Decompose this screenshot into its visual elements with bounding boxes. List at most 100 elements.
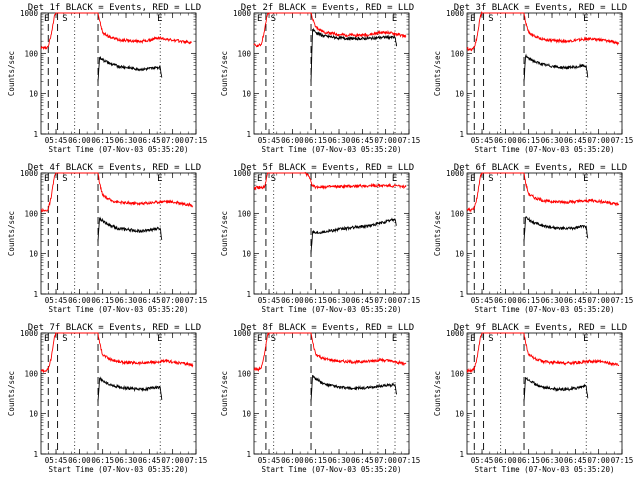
- y-tick-label: 100: [237, 49, 251, 58]
- events-series-line: [97, 56, 163, 82]
- y-tick-label: 1000: [446, 169, 465, 178]
- marker-label: S: [271, 334, 276, 344]
- events-series-line: [523, 53, 589, 82]
- y-tick-label: 10: [29, 90, 39, 99]
- x-tick-label: 06:15: [304, 136, 327, 145]
- x-tick-label: 07:15: [611, 456, 634, 465]
- y-tick-label: 10: [242, 250, 252, 259]
- lld-series-line: [40, 332, 194, 374]
- chart-title: Det 8f BLACK = Events, RED = LLD: [241, 323, 414, 333]
- x-tick-label: 06:00: [494, 136, 517, 145]
- chart-title: Det 9f BLACK = Events, RED = LLD: [454, 323, 627, 333]
- x-tick-label: 06:00: [494, 456, 517, 465]
- marker-label: E: [44, 174, 49, 184]
- plot-frame: [466, 12, 623, 135]
- y-tick-label: 10: [29, 250, 39, 259]
- x-tick-label: 06:30: [328, 456, 351, 465]
- plot-frame: [253, 12, 410, 135]
- detector-panel-1: Det 1f BLACK = Events, RED = LLD 1 10 100 10…: [0, 0, 213, 160]
- x-axis-label: Start Time (07-Nov-03 05:35:20): [262, 465, 402, 474]
- lld-series-line: [40, 172, 194, 213]
- x-tick-label: 06:30: [541, 296, 564, 305]
- lld-series-line: [466, 332, 620, 374]
- x-tick-label: 06:30: [328, 296, 351, 305]
- y-axis-label: Counts/sec: [220, 371, 229, 416]
- detector-panel-5: Det 5f BLACK = Events, RED = LLD 1 10 100 10…: [213, 160, 426, 320]
- marker-label: S: [488, 174, 493, 184]
- y-tick-label: 1: [459, 290, 464, 299]
- chart-title: Det 6f BLACK = Events, RED = LLD: [454, 163, 627, 173]
- x-tick-label: 06:30: [541, 456, 564, 465]
- y-tick-label: 100: [24, 209, 38, 218]
- x-tick-label: 07:00: [374, 296, 397, 305]
- x-tick-label: 05:45: [45, 296, 68, 305]
- y-tick-label: 100: [237, 209, 251, 218]
- detector-panel-9: Det 9f BLACK = Events, RED = LLD 1 10 100 10…: [426, 320, 639, 480]
- x-axis-label: Start Time (07-Nov-03 05:35:20): [475, 145, 615, 154]
- chart-title: Det 4f BLACK = Events, RED = LLD: [28, 163, 201, 173]
- marker-label: E: [157, 334, 162, 344]
- plot-frame: [253, 332, 410, 455]
- y-tick-label: 1000: [233, 329, 252, 338]
- marker-label: E: [392, 174, 397, 184]
- marker-label: S: [488, 14, 493, 24]
- x-tick-label: 07:00: [587, 136, 610, 145]
- x-axis-label: Start Time (07-Nov-03 05:35:20): [475, 465, 615, 474]
- events-series-line: [97, 376, 163, 402]
- events-series-line: [310, 217, 397, 254]
- chart-title: Det 2f BLACK = Events, RED = LLD: [241, 3, 414, 13]
- y-tick-label: 100: [24, 369, 38, 378]
- y-axis-label: Counts/sec: [7, 371, 16, 416]
- detector-chart-svg: Det 5f BLACK = Events, RED = LLD 1 10 100 10…: [220, 163, 420, 314]
- events-series-line: [523, 216, 589, 242]
- y-axis-label: Counts/sec: [7, 51, 16, 96]
- x-tick-label: 06:45: [351, 296, 374, 305]
- x-tick-label: 06:15: [91, 136, 114, 145]
- y-tick-label: 1000: [446, 9, 465, 18]
- lld-series-line: [253, 12, 407, 48]
- detector-panel-6: Det 6f BLACK = Events, RED = LLD 1 10 100 10…: [426, 160, 639, 320]
- y-tick-label: 10: [455, 250, 465, 259]
- plot-frame: [253, 172, 410, 295]
- x-tick-label: 06:30: [328, 136, 351, 145]
- y-tick-label: 100: [24, 49, 38, 58]
- y-tick-label: 1000: [20, 9, 39, 18]
- x-tick-label: 07:15: [185, 136, 208, 145]
- x-tick-label: 06:00: [281, 296, 304, 305]
- lld-series-line: [466, 10, 620, 52]
- x-tick-label: 06:15: [517, 136, 540, 145]
- y-tick-label: 1: [246, 290, 251, 299]
- y-tick-label: 10: [242, 410, 252, 419]
- events-series-line: [97, 216, 163, 242]
- y-tick-label: 1: [33, 450, 38, 459]
- x-tick-label: 06:00: [68, 136, 91, 145]
- x-tick-label: 05:45: [471, 136, 494, 145]
- x-tick-label: 05:45: [258, 296, 281, 305]
- chart-title: Det 5f BLACK = Events, RED = LLD: [241, 163, 414, 173]
- x-tick-label: 06:45: [564, 456, 587, 465]
- y-axis-label: Counts/sec: [7, 211, 16, 256]
- lld-series-line: [466, 172, 620, 213]
- x-axis-label: Start Time (07-Nov-03 05:35:20): [475, 305, 615, 314]
- x-tick-label: 07:00: [374, 136, 397, 145]
- y-axis-label: Counts/sec: [433, 211, 442, 256]
- detector-chart-svg: Det 4f BLACK = Events, RED = LLD 1 10 100 10…: [7, 163, 207, 314]
- marker-label: E: [157, 174, 162, 184]
- y-tick-label: 100: [450, 209, 464, 218]
- marker-label: E: [583, 334, 588, 344]
- detector-chart-svg: Det 1f BLACK = Events, RED = LLD 1 10 100 10…: [7, 3, 208, 154]
- y-tick-label: 1000: [446, 329, 465, 338]
- x-tick-label: 06:00: [494, 296, 517, 305]
- x-tick-label: 06:30: [115, 456, 138, 465]
- y-axis-label: Counts/sec: [433, 371, 442, 416]
- marker-label: S: [62, 14, 67, 24]
- marker-label: E: [257, 14, 262, 24]
- x-tick-label: 06:45: [564, 136, 587, 145]
- detector-chart-svg: Det 8f BLACK = Events, RED = LLD 1 10 100 10…: [220, 323, 420, 474]
- marker-label: E: [44, 334, 49, 344]
- x-tick-label: 07:00: [161, 136, 184, 145]
- marker-label: E: [44, 14, 49, 24]
- y-tick-label: 1000: [233, 169, 252, 178]
- detector-panel-7: Det 7f BLACK = Events, RED = LLD 1 10 100 10…: [0, 320, 213, 480]
- x-axis-label: Start Time (07-Nov-03 05:35:20): [262, 145, 402, 154]
